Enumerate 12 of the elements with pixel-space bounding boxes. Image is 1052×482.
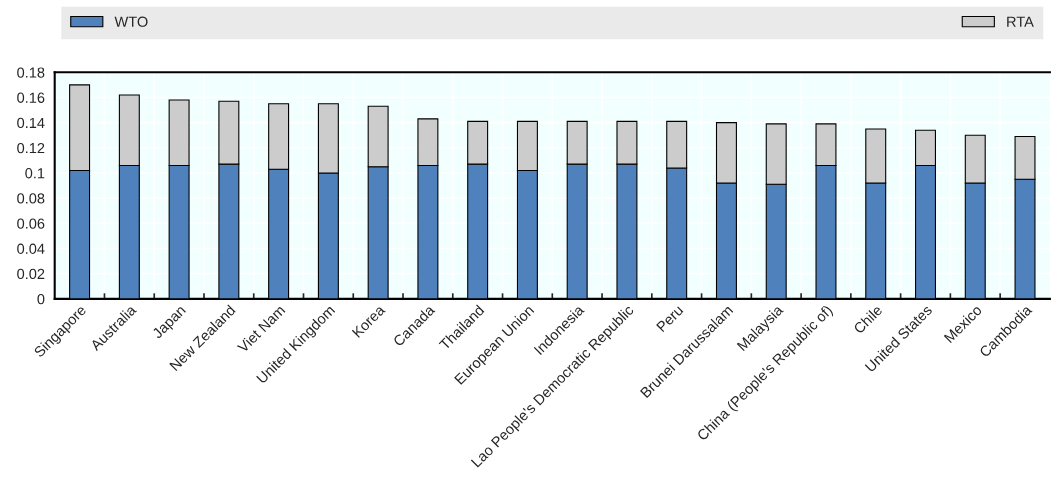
y-tick-label: 0	[37, 293, 45, 305]
y-tick-label: 0.18	[17, 67, 45, 78]
y-tick-label: 0.02	[17, 268, 45, 280]
y-tick-label: 0.08	[17, 193, 45, 204]
legend-label: RTA	[1007, 16, 1034, 27]
y-tick-label: 0.04	[17, 243, 45, 254]
y-tick-label: 0.12	[17, 142, 45, 154]
y-tick-label: 0.14	[17, 117, 45, 129]
y-tick-label: 0.06	[17, 218, 45, 229]
y-tick-label: 0.1	[25, 168, 45, 179]
legend-label: WTO	[114, 16, 148, 27]
y-tick-label: 0.16	[17, 92, 45, 103]
